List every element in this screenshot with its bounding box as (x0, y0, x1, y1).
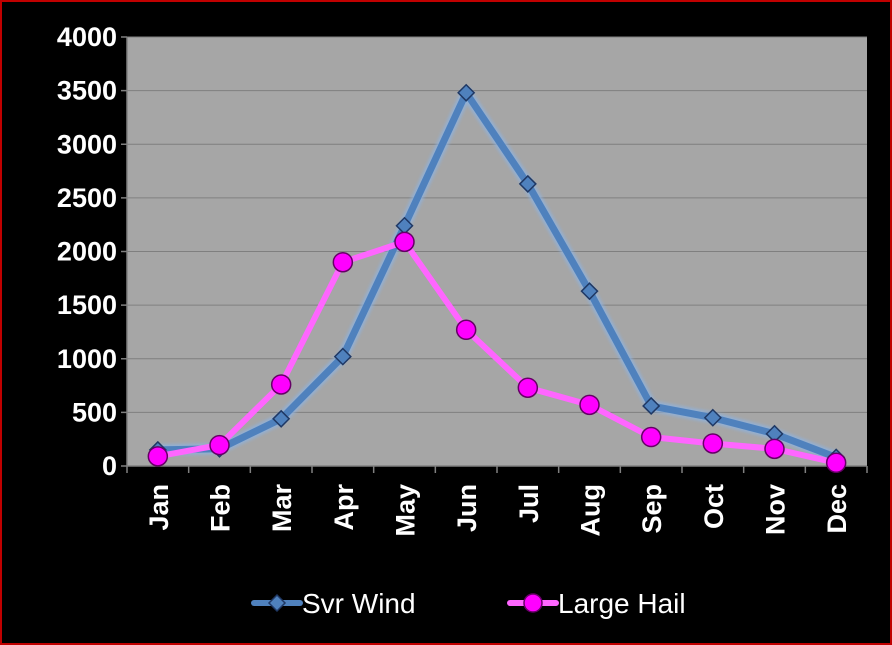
data-point (332, 251, 354, 273)
data-point (703, 408, 722, 427)
legend: Svr Wind Large Hail (249, 588, 686, 619)
diamond-marker-icon (267, 593, 287, 613)
x-tick-label: Nov (761, 484, 791, 535)
y-tick-label: 500 (72, 397, 117, 427)
x-tick-label: Jun (452, 484, 482, 532)
x-tick-label: Mar (267, 484, 297, 533)
data-point (147, 446, 169, 467)
data-point (270, 374, 292, 395)
x-tick-label: Apr (329, 484, 359, 531)
legend-label: Large Hail (558, 588, 686, 619)
y-axis: 0 500 1000 1500 2000 2500 3000 3500 4000 (57, 22, 128, 481)
legend-label: Svr Wind (302, 588, 416, 619)
legend-item-large-hail: Large Hail (507, 588, 686, 619)
y-tick-label: 2500 (57, 183, 117, 213)
data-point (455, 319, 477, 341)
y-tick-label: 0 (102, 451, 117, 481)
x-tick-label: May (391, 484, 421, 537)
x-tick-label: Dec (822, 484, 852, 534)
y-tick-label: 3500 (57, 76, 117, 106)
series-large-hail (147, 231, 847, 474)
data-point (640, 426, 662, 448)
data-point (394, 231, 415, 253)
x-tick-label: Jul (514, 484, 544, 523)
x-tick-label: Aug (576, 484, 606, 536)
series-layer (147, 83, 847, 474)
data-point (272, 409, 291, 428)
y-tick-label: 3000 (57, 129, 117, 159)
data-point (764, 438, 785, 460)
data-point (333, 347, 352, 366)
x-tick-label: Sep (637, 484, 667, 534)
data-point (209, 434, 230, 456)
series-line (154, 238, 840, 466)
y-tick-label: 2000 (57, 237, 117, 267)
y-tick-label: 4000 (57, 22, 117, 52)
data-point (580, 282, 599, 301)
y-tick-label: 1000 (57, 344, 117, 374)
series-line (154, 89, 840, 461)
data-point (517, 377, 539, 398)
data-point (579, 394, 600, 416)
x-tick-label: Feb (206, 484, 236, 532)
x-axis: Jan Feb Mar Apr May Jun Jul Aug Sep Oct Nov Dec (126, 465, 868, 537)
legend-item-svr-wind: Svr Wind (249, 588, 416, 619)
data-point (518, 174, 537, 193)
x-tick-label: Oct (699, 484, 729, 529)
y-tick-label: 1500 (57, 290, 117, 320)
circle-marker-icon (523, 593, 543, 613)
series-svr-wind (148, 83, 846, 467)
data-point (702, 433, 724, 454)
data-point (825, 452, 847, 474)
data-point (457, 83, 476, 102)
data-point (642, 396, 661, 416)
x-tick-label: Jan (144, 484, 174, 531)
